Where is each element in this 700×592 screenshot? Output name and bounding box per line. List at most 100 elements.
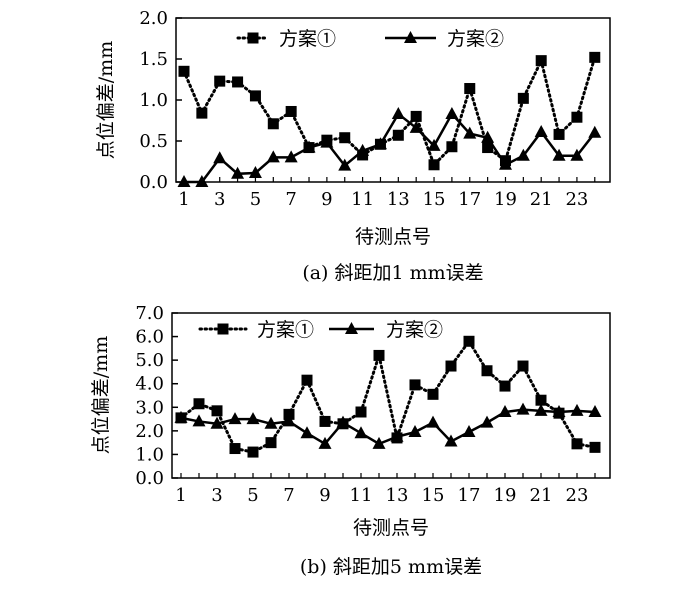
x-tick-label: 11 — [351, 189, 374, 210]
y-tick-label: 4.0 — [135, 374, 164, 395]
y-tick-label: 1.0 — [135, 444, 164, 465]
data-point-series-2 — [426, 415, 440, 428]
data-point-series-2 — [338, 158, 352, 171]
data-point-series-2 — [228, 412, 242, 425]
x-tick-label: 11 — [350, 485, 373, 506]
data-point-series-2 — [192, 414, 206, 427]
x-tick-label: 19 — [494, 485, 517, 506]
data-point-series-1 — [427, 388, 439, 400]
data-point-series-2 — [266, 150, 280, 163]
plot-frame — [171, 312, 611, 479]
data-point-series-1 — [481, 365, 493, 377]
x-tick-label: 23 — [565, 189, 588, 210]
y-tick-label: 7.0 — [135, 303, 164, 324]
x-tick-label: 9 — [321, 189, 332, 210]
data-point-series-2 — [356, 143, 370, 156]
x-tick-label: 15 — [422, 485, 445, 506]
series-line-2 — [180, 408, 596, 446]
chart-caption: (b) 斜距加5 mm误差 — [300, 556, 482, 578]
chart-caption: (a) 斜距加1 mm误差 — [302, 262, 483, 284]
data-point-series-1 — [410, 110, 422, 122]
data-point-series-2 — [534, 124, 548, 137]
data-point-series-1 — [553, 128, 565, 140]
data-point-series-1 — [535, 55, 547, 67]
data-point-series-1 — [319, 415, 331, 427]
data-point-series-1 — [445, 360, 457, 372]
data-point-series-1 — [229, 443, 241, 455]
data-point-series-2 — [195, 175, 209, 187]
chart-b: 0.01.02.03.04.05.06.07.01 3 5 7 9 11 13 15 17 19 2… — [90, 303, 611, 578]
data-point-series-2 — [318, 436, 332, 449]
data-point-series-1 — [267, 118, 279, 130]
x-tick-label: 13 — [387, 189, 410, 210]
y-axis-title: 点位偏差/mm — [90, 336, 112, 454]
data-point-series-2 — [444, 434, 458, 447]
data-point-series-2 — [174, 410, 188, 423]
data-point-series-2 — [320, 135, 334, 148]
data-point-series-1 — [285, 105, 297, 117]
data-point-series-2 — [516, 402, 530, 415]
y-axis-title: 点位偏差/mm — [95, 41, 117, 159]
data-point-series-2 — [336, 415, 350, 428]
data-point-series-2 — [498, 157, 512, 170]
x-tick-label: 5 — [247, 485, 258, 506]
data-point-series-2 — [210, 416, 224, 429]
data-point-series-1 — [355, 406, 367, 418]
data-point-series-2 — [516, 148, 530, 161]
plot-frame — [175, 17, 611, 183]
data-point-series-2 — [588, 405, 602, 417]
x-tick-label: 19 — [494, 189, 517, 210]
legend-marker-2 — [404, 31, 417, 43]
y-tick-label: 0.0 — [135, 468, 164, 489]
series-line-1 — [179, 338, 597, 454]
data-point-series-2 — [481, 130, 495, 143]
x-tick-label: 17 — [458, 485, 481, 506]
legend-label-2: 方案② — [447, 28, 504, 50]
x-tick-label: 3 — [214, 189, 225, 210]
data-point-series-1 — [214, 75, 226, 87]
x-tick-label: 3 — [211, 485, 222, 506]
data-point-series-1 — [517, 360, 529, 372]
series-line-1 — [182, 55, 597, 168]
series-line-2 — [184, 111, 596, 184]
x-tick-label: 1 — [178, 189, 189, 210]
data-point-series-2 — [354, 426, 368, 439]
legend-label-1: 方案① — [257, 319, 314, 341]
x-axis-title: 待测点号 — [353, 517, 429, 539]
data-point-series-2 — [463, 126, 477, 139]
data-point-series-1 — [589, 441, 601, 453]
data-point-series-1 — [247, 446, 259, 458]
data-point-series-1 — [265, 437, 277, 449]
data-point-series-1 — [409, 379, 421, 391]
data-point-series-2 — [427, 138, 441, 151]
data-point-series-1 — [232, 76, 244, 88]
data-point-series-1 — [499, 380, 511, 392]
data-point-series-1 — [589, 51, 601, 63]
y-tick-label: 2.0 — [139, 8, 168, 29]
legend-marker-1 — [247, 32, 259, 44]
data-point-series-2 — [570, 403, 584, 416]
data-point-series-2 — [300, 426, 314, 439]
y-tick-label: 5.0 — [135, 350, 164, 371]
data-point-series-1 — [392, 129, 404, 141]
data-point-series-2 — [302, 140, 316, 153]
data-point-series-2 — [248, 165, 262, 178]
data-point-series-1 — [211, 405, 223, 417]
data-point-series-1 — [283, 408, 295, 420]
data-point-series-1 — [571, 111, 583, 123]
y-tick-label: 0.5 — [139, 131, 168, 152]
x-tick-label: 21 — [530, 189, 553, 210]
data-point-series-2 — [552, 148, 566, 161]
data-point-series-1 — [196, 107, 208, 119]
x-tick-label: 17 — [458, 189, 481, 210]
data-point-series-2 — [391, 106, 405, 119]
legend: 方案① 方案② — [236, 28, 504, 50]
data-point-series-2 — [409, 120, 423, 133]
data-point-series-2 — [462, 425, 476, 438]
legend-label-1: 方案① — [279, 28, 336, 50]
data-point-series-1 — [482, 142, 494, 154]
data-point-series-1 — [535, 394, 547, 406]
y-tick-label: 6.0 — [135, 327, 164, 348]
data-point-series-1 — [446, 141, 458, 153]
